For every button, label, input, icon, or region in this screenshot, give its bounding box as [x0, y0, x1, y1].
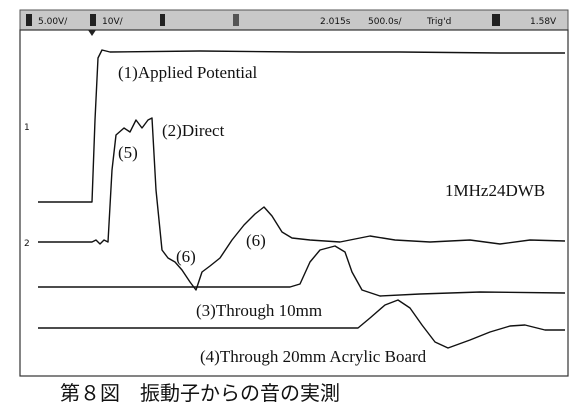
label: (5) [118, 143, 138, 162]
page: {"status_bar": {"ch1_scale": "5.00V/", "… [0, 0, 579, 413]
channel-marker: 1 [24, 123, 30, 133]
trigger-level: 1.58V [530, 17, 557, 27]
caption: 第８図 振動子からの音の実測 [60, 381, 340, 405]
ch2-scale: 10V/ [102, 17, 124, 27]
label: (1)Applied Potential [118, 63, 258, 82]
trigger-state: Trig'd [426, 17, 451, 27]
label: (6) [246, 231, 266, 250]
channel-marker: 2 [24, 239, 30, 249]
scope-frame [20, 30, 568, 376]
ch3-icon [160, 14, 165, 26]
timebase: 500.0s/ [368, 17, 402, 27]
label: (3)Through 10mm [196, 301, 322, 320]
ch2-icon [90, 14, 96, 26]
ch1-icon [26, 14, 32, 26]
label: (2)Direct [162, 121, 225, 140]
ch1-scale: 5.00V/ [38, 17, 68, 27]
label: (4)Through 20mm Acrylic Board [200, 347, 427, 366]
trigger-icon [492, 14, 500, 26]
label: (6) [176, 247, 196, 266]
figure: 5.00V/ 10V/ 2.015s 500.0s/ Trig'd 1.58V … [0, 0, 579, 413]
delay: 2.015s [320, 17, 351, 27]
math-icon [233, 14, 239, 26]
label: 1MHz24DWB [445, 181, 545, 200]
